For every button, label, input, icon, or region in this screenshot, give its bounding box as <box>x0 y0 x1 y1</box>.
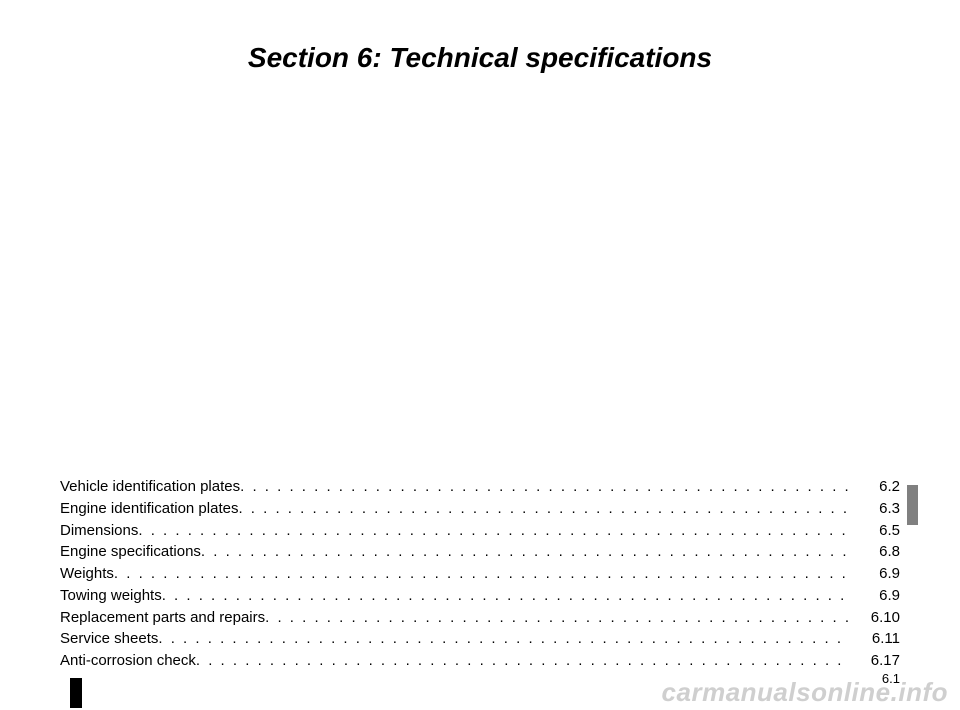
toc-entry: Anti-corrosion check 6.17 <box>60 650 900 672</box>
toc-leader <box>201 541 850 563</box>
toc-page: 6.17 <box>852 650 900 672</box>
toc-page: 6.8 <box>852 541 900 563</box>
toc-entry: Replacement parts and repairs 6.10 <box>60 607 900 629</box>
toc-page: 6.2 <box>852 476 900 498</box>
toc-leader <box>196 650 850 672</box>
toc-leader <box>162 585 850 607</box>
toc-label: Towing weights <box>60 585 162 607</box>
toc-entry: Dimensions 6.5 <box>60 520 900 542</box>
toc-leader <box>265 607 850 629</box>
toc-leader <box>158 628 850 650</box>
toc-entry: Engine specifications 6.8 <box>60 541 900 563</box>
watermark-text: carmanualsonline.info <box>662 677 948 708</box>
toc-page: 6.9 <box>852 563 900 585</box>
toc-entry: Service sheets 6.11 <box>60 628 900 650</box>
toc-page: 6.11 <box>852 628 900 650</box>
toc-leader <box>114 563 850 585</box>
toc-page: 6.9 <box>852 585 900 607</box>
table-of-contents: Vehicle identification plates 6.2 Engine… <box>60 476 900 672</box>
toc-label: Weights <box>60 563 114 585</box>
toc-label: Anti-corrosion check <box>60 650 196 672</box>
toc-leader <box>238 498 850 520</box>
toc-leader <box>240 476 850 498</box>
toc-entry: Vehicle identification plates 6.2 <box>60 476 900 498</box>
section-title: Section 6: Technical specifications <box>60 42 900 74</box>
toc-entry: Weights 6.9 <box>60 563 900 585</box>
toc-entry: Engine identification plates 6.3 <box>60 498 900 520</box>
toc-leader <box>138 520 850 542</box>
toc-label: Vehicle identification plates <box>60 476 240 498</box>
toc-label: Engine specifications <box>60 541 201 563</box>
section-tab-marker <box>907 485 918 525</box>
toc-page: 6.10 <box>852 607 900 629</box>
toc-page: 6.5 <box>852 520 900 542</box>
toc-label: Engine identification plates <box>60 498 238 520</box>
toc-page: 6.3 <box>852 498 900 520</box>
toc-label: Service sheets <box>60 628 158 650</box>
toc-entry: Towing weights 6.9 <box>60 585 900 607</box>
toc-label: Replacement parts and repairs <box>60 607 265 629</box>
print-mark <box>70 678 82 708</box>
manual-page: Section 6: Technical specifications Vehi… <box>0 0 960 710</box>
toc-label: Dimensions <box>60 520 138 542</box>
